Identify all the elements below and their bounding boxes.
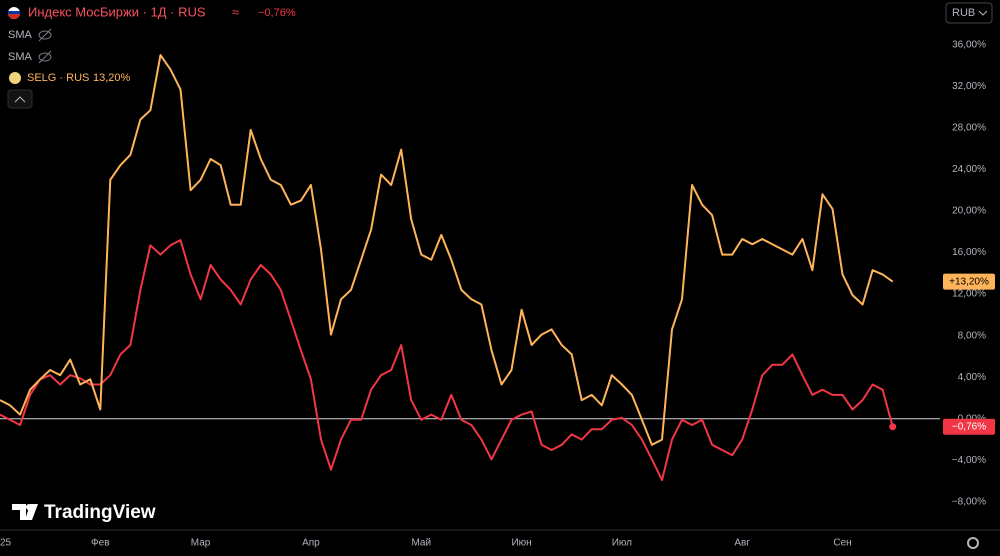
collapse-button[interactable]: [7, 89, 33, 109]
x-tick-label: Сен: [833, 538, 851, 549]
last-value-tag: [943, 418, 995, 435]
brand-logo: TradingView: [12, 502, 156, 523]
indicator-label: SMA: [8, 29, 33, 41]
x-tick-label: Июл: [612, 538, 632, 549]
settings-icon[interactable]: [967, 537, 979, 549]
series-name: SELG · RUS: [27, 72, 89, 84]
indicator-label: SMA: [8, 51, 33, 63]
last-point: [889, 423, 897, 431]
x-tick-label: Апр: [302, 538, 320, 549]
y-tick-label: 28,00%: [952, 122, 986, 133]
series-line: [0, 54, 894, 446]
last-value-label: +13,20%: [949, 276, 989, 287]
flag-icon: [8, 7, 20, 19]
y-tick-label: 20,00%: [952, 206, 986, 217]
series-change: 13,20%: [93, 72, 131, 84]
y-tick-label: 36,00%: [952, 39, 986, 50]
y-tick-label: −4,00%: [952, 455, 986, 466]
legend-change: −0,76%: [258, 7, 296, 19]
hidden-eye-icon[interactable]: [38, 28, 52, 42]
y-tick-label: 12,00%: [952, 289, 986, 300]
x-tick-label: Мар: [191, 538, 211, 549]
currency-label: RUB: [952, 7, 975, 19]
x-tick-label: Май: [411, 538, 431, 549]
symbol-icon: [9, 72, 21, 84]
last-value-label: −0,76%: [952, 421, 986, 432]
legend-header: Индекс МосБиржи · 1Д · RUS: [28, 4, 206, 19]
hidden-eye-icon[interactable]: [38, 50, 52, 64]
currency-button[interactable]: RUB: [945, 2, 993, 24]
y-tick-label: −8,00%: [952, 497, 986, 508]
x-tick-label: Июн: [511, 538, 531, 549]
y-tick-label: 16,00%: [952, 247, 986, 258]
y-tick-label: 32,00%: [952, 81, 986, 92]
brand-name: TradingView: [44, 502, 156, 523]
last-value-tag: [943, 273, 995, 290]
x-tick-label: Авг: [734, 538, 750, 549]
x-tick-label: Фев: [91, 538, 109, 549]
y-tick-label: 8,00%: [958, 330, 986, 341]
y-tick-label: 4,00%: [958, 372, 986, 383]
y-tick-label: 24,00%: [952, 164, 986, 175]
series-line: [0, 239, 894, 482]
legend-icon: ≈: [232, 4, 239, 19]
x-tick-label: 25: [0, 538, 12, 549]
